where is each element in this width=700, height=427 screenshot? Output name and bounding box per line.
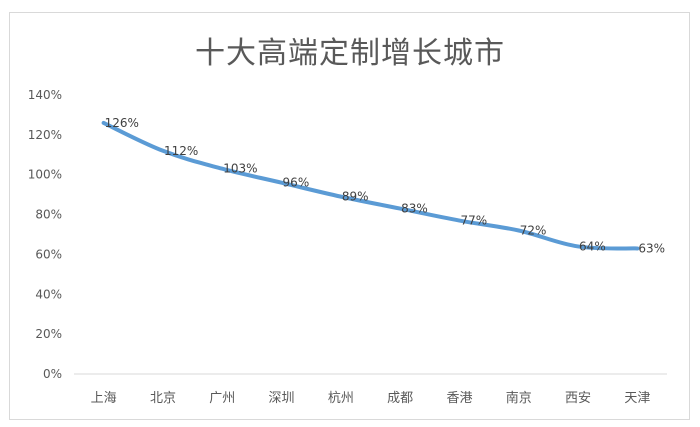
data-label: 96% (283, 176, 310, 190)
x-category-label: 天津 (624, 391, 650, 406)
x-category-label: 深圳 (269, 391, 295, 406)
y-tick-label: 60% (35, 247, 62, 261)
data-label: 126% (105, 116, 139, 130)
y-tick-label: 40% (35, 287, 62, 301)
x-category-label: 上海 (91, 391, 117, 406)
data-label: 72% (520, 224, 547, 238)
y-tick-label: 120% (28, 128, 62, 142)
x-category-label: 香港 (446, 391, 472, 406)
y-tick-label: 20% (35, 327, 62, 341)
x-category-label: 北京 (150, 391, 176, 406)
data-label: 64% (579, 239, 606, 253)
y-tick-label: 100% (28, 168, 62, 182)
x-axis-categories: 上海 北京 广州 深圳 杭州 成都 香港 南京 西安 天津 (91, 390, 651, 406)
y-axis-ticks: 0% 20% 40% 60% 80% 100% 120% 140% (28, 88, 62, 381)
data-label: 89% (342, 190, 369, 204)
data-label: 103% (223, 162, 257, 176)
chart-title: 十大高端定制增长城市 (195, 36, 505, 71)
y-tick-label: 80% (35, 208, 62, 222)
data-label: 112% (164, 144, 198, 158)
x-category-label: 杭州 (328, 391, 354, 406)
x-category-label: 广州 (209, 391, 235, 406)
y-tick-label: 140% (28, 88, 62, 102)
series-line (101, 120, 640, 251)
data-label: 83% (401, 202, 428, 216)
x-category-label: 成都 (387, 391, 413, 406)
data-label: 77% (460, 214, 487, 228)
x-category-label: 南京 (506, 390, 532, 406)
data-labels: 126% 112% 103% 96% 89% 83% 77% 72% 64% 63% (105, 116, 665, 256)
data-label: 63% (638, 241, 665, 255)
y-tick-label: 0% (43, 367, 62, 381)
x-category-label: 西安 (565, 391, 591, 406)
chart-frame (9, 12, 690, 420)
